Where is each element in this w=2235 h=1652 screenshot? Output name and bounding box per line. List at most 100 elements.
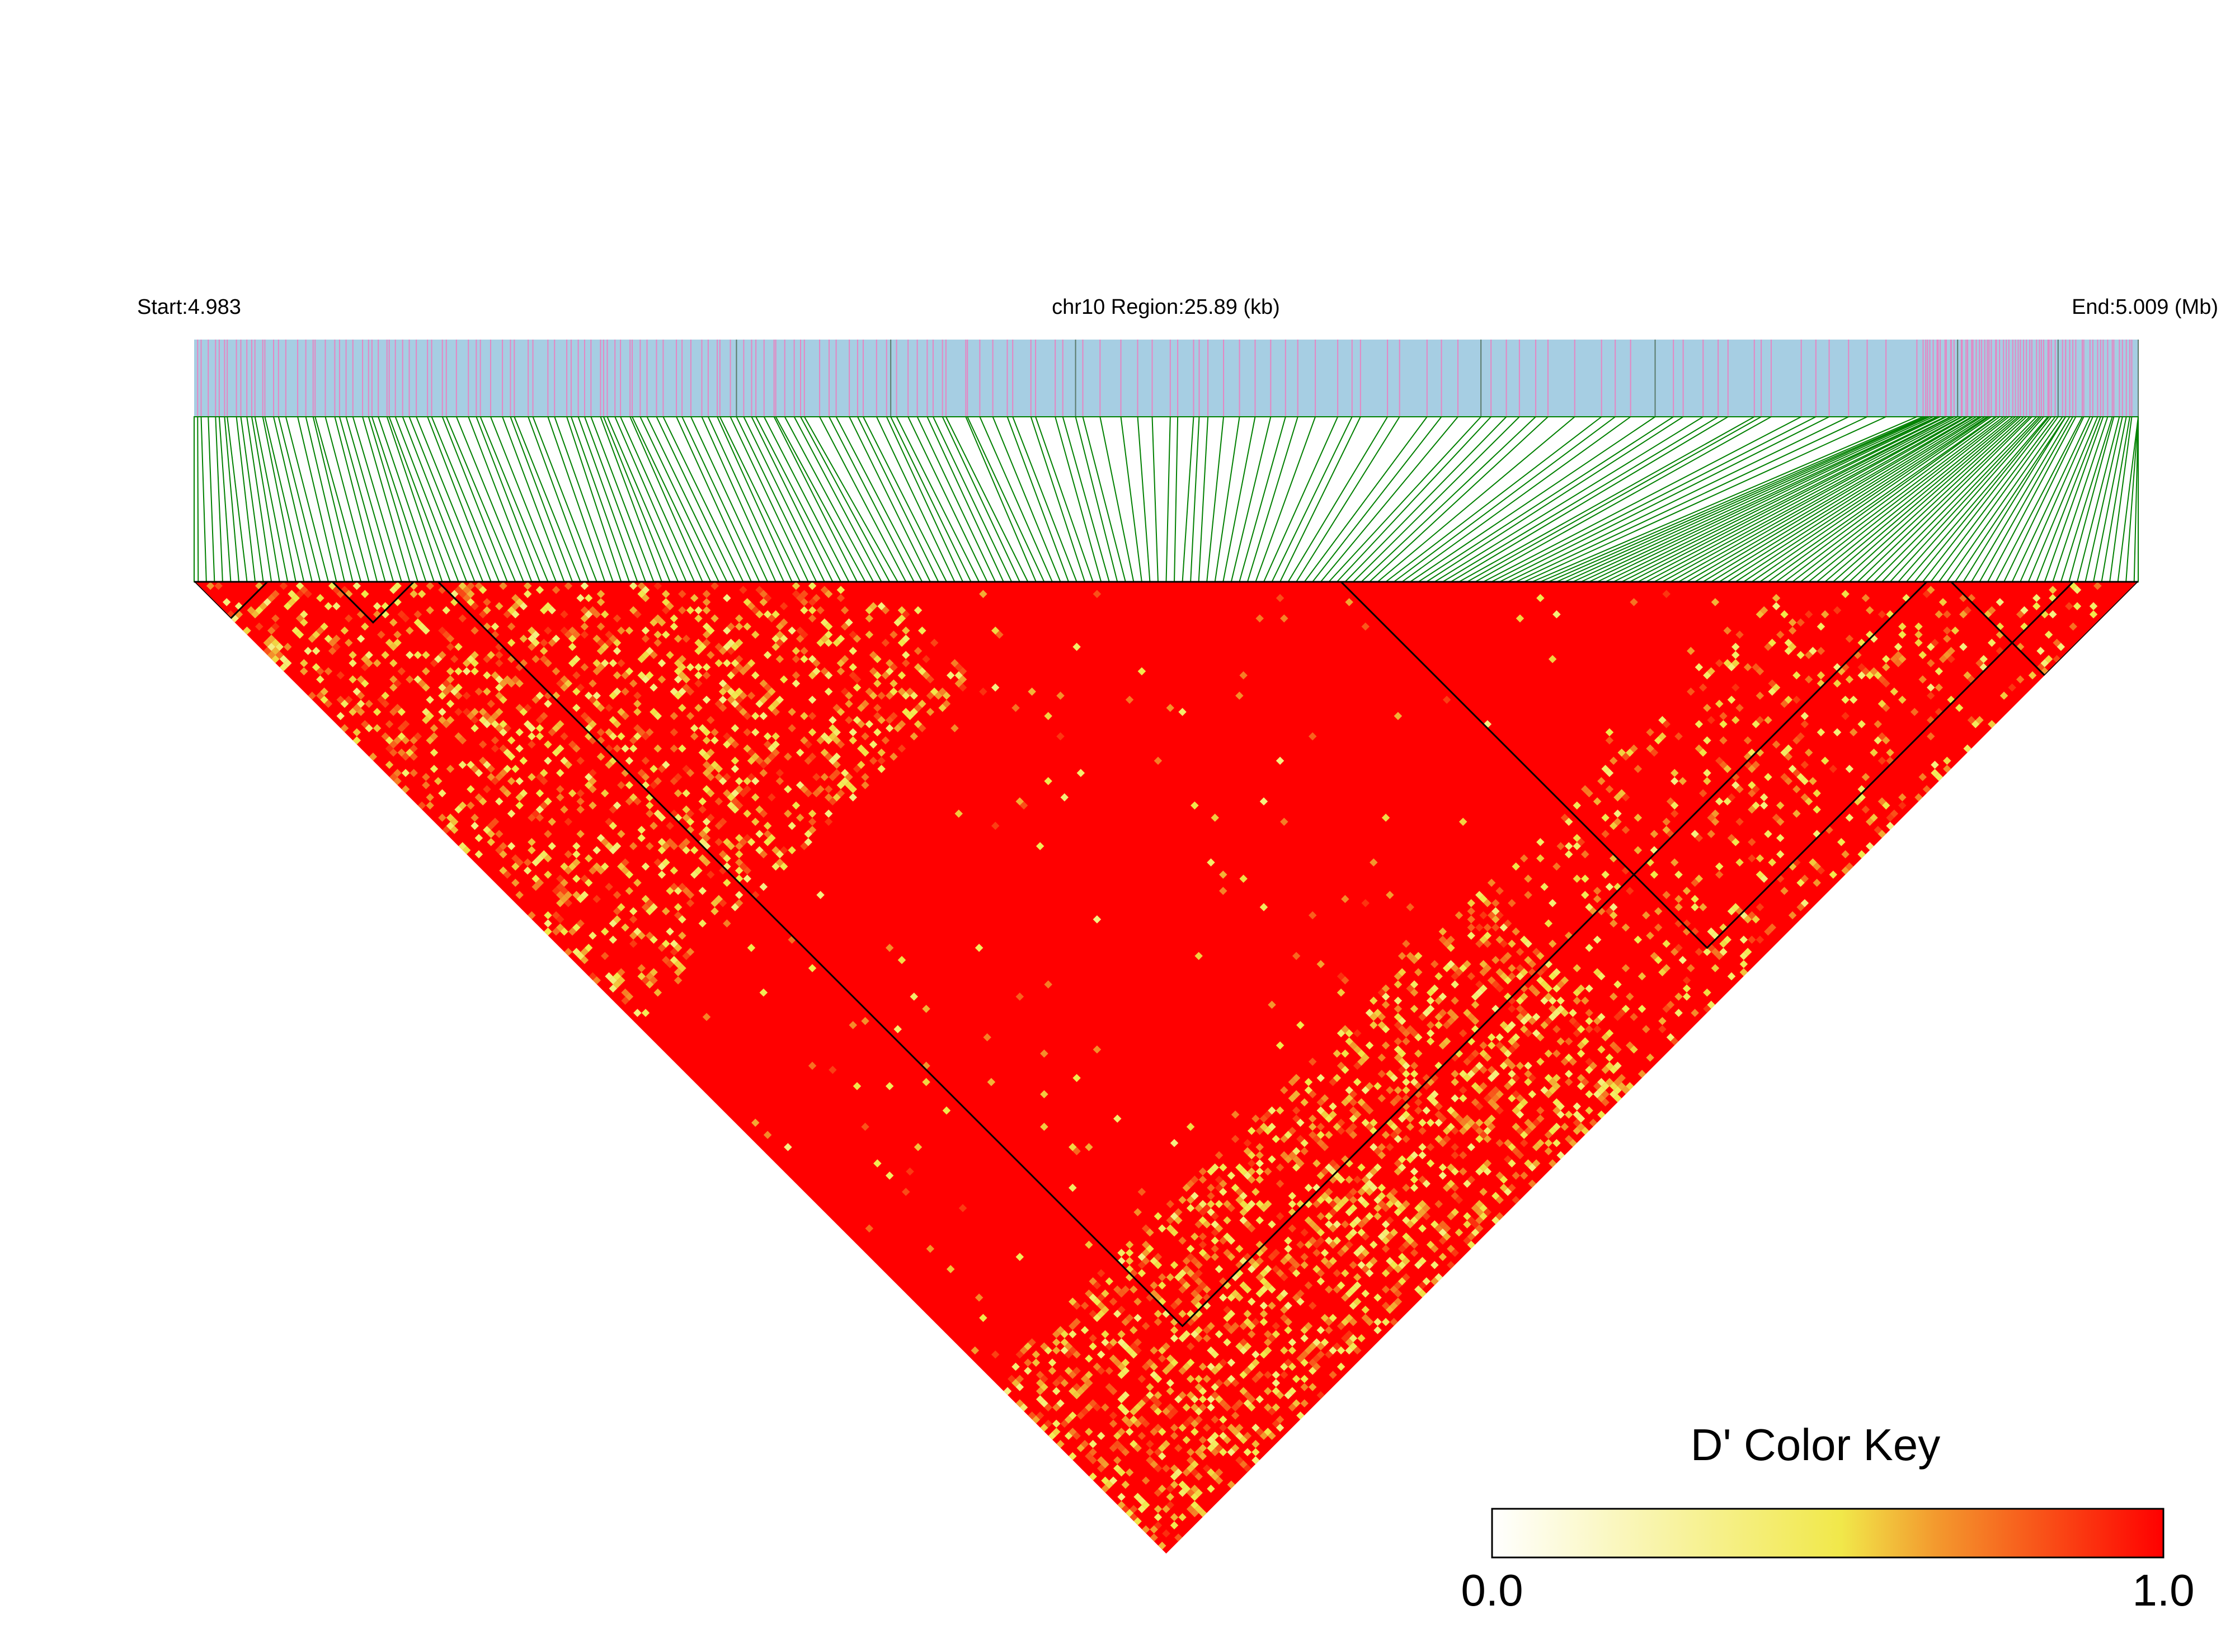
ld-cell xyxy=(869,667,878,676)
ld-cell xyxy=(1703,1005,1711,1013)
ld-cell xyxy=(1483,931,1492,940)
ld-cell xyxy=(1125,1265,1134,1273)
ld-cell xyxy=(410,582,418,590)
ld-cell xyxy=(779,846,788,855)
ld-cell xyxy=(1434,1135,1443,1143)
ld-cell xyxy=(1028,688,1036,696)
ld-cell xyxy=(1731,659,1740,667)
ld-cell xyxy=(751,728,760,737)
ld-cell xyxy=(1711,598,1720,606)
ld-cell xyxy=(1320,1094,1329,1103)
ld-cell xyxy=(312,663,321,671)
ld-cell xyxy=(617,659,625,667)
ld-cell xyxy=(1556,1037,1565,1046)
ld-cell xyxy=(1292,1375,1301,1383)
ld-cell xyxy=(1426,996,1435,1005)
ld-cell xyxy=(1671,809,1679,818)
ld-cell xyxy=(1410,1077,1419,1086)
snp-connector-line xyxy=(1483,416,1802,582)
ld-cell xyxy=(1841,695,1850,704)
ld-cell xyxy=(1467,931,1475,940)
ld-cell xyxy=(1361,1102,1370,1111)
ld-cell xyxy=(584,716,593,724)
ld-cell xyxy=(1377,1151,1386,1160)
ld-cell xyxy=(1064,1415,1073,1424)
ld-cell xyxy=(1410,980,1419,989)
ld-cell xyxy=(515,704,524,712)
ld-cell xyxy=(670,712,679,721)
ld-cell xyxy=(1345,1289,1353,1298)
ld-cell xyxy=(483,720,491,728)
snp-connector-line xyxy=(1987,416,2077,582)
ld-cell xyxy=(1947,655,1955,663)
ld-cell xyxy=(1060,1338,1069,1347)
ld-cell xyxy=(845,781,853,789)
ld-cell xyxy=(1333,1196,1342,1204)
ld-cell xyxy=(816,891,825,900)
ld-cell xyxy=(2073,602,2082,610)
ld-cell xyxy=(792,647,801,655)
ld-cell xyxy=(788,627,796,635)
ld-cell xyxy=(1882,663,1890,671)
ld-cell xyxy=(1548,996,1557,1005)
snp-connector-line xyxy=(1328,416,1481,582)
ld-cell xyxy=(613,891,622,900)
ld-cell xyxy=(1593,887,1602,895)
ld-cell xyxy=(670,939,679,948)
ld-cell xyxy=(763,651,772,660)
ld-cell xyxy=(1508,1021,1516,1029)
ld-cell xyxy=(1394,1005,1403,1013)
ld-cell xyxy=(1447,960,1455,968)
ld-cell xyxy=(1796,618,1805,627)
ld-cell xyxy=(641,773,650,782)
ld-cell xyxy=(1739,935,1748,944)
ld-cell xyxy=(804,740,812,749)
snp-connector-line xyxy=(863,416,947,582)
ld-cell xyxy=(1593,968,1602,977)
ld-cell xyxy=(1731,716,1740,724)
ld-cell xyxy=(1715,862,1724,871)
snp-connector-line xyxy=(1394,416,1616,582)
ld-cell xyxy=(1776,834,1785,843)
ld-cell xyxy=(349,675,357,684)
ld-cell xyxy=(1447,1212,1455,1221)
ld-cell xyxy=(2089,610,2098,619)
ld-cell xyxy=(528,724,536,732)
ld-cell xyxy=(617,781,625,789)
ld-cell xyxy=(1857,638,1866,647)
ld-cell xyxy=(1255,1151,1264,1160)
ld-cell xyxy=(646,809,654,818)
ld-cell xyxy=(1109,1444,1118,1452)
snp-connector-line xyxy=(1369,416,1549,582)
ld-cell xyxy=(499,785,507,793)
ld-cell xyxy=(698,887,707,895)
ld-cell xyxy=(1715,699,1724,708)
ld-cell xyxy=(1471,1220,1480,1229)
ld-cell xyxy=(1438,1139,1447,1147)
ld-cell xyxy=(621,671,629,680)
ld-cell xyxy=(1085,1452,1093,1461)
ld-cell xyxy=(1268,1220,1276,1229)
snp-connector-line xyxy=(743,416,825,582)
ld-cell xyxy=(808,655,817,663)
ld-cell xyxy=(397,610,406,619)
ld-cell xyxy=(1158,1224,1166,1233)
ld-cell xyxy=(1674,732,1683,741)
ld-cell xyxy=(1207,1403,1215,1412)
ld-cell xyxy=(1996,647,2005,655)
ld-cell xyxy=(1438,1163,1447,1172)
ld-cell xyxy=(438,789,446,798)
ld-cell xyxy=(1695,744,1704,753)
snp-connector-line xyxy=(829,416,915,582)
ld-cell xyxy=(1735,704,1744,712)
ld-cell xyxy=(1170,1521,1179,1529)
ld-cell xyxy=(641,781,650,789)
ld-cell xyxy=(1516,1005,1524,1013)
ld-cell xyxy=(1467,1143,1475,1151)
ld-cell xyxy=(397,732,406,741)
ld-cell xyxy=(1198,1216,1207,1225)
ld-cell xyxy=(1186,1464,1195,1473)
ld-cell xyxy=(694,614,703,623)
ld-cell xyxy=(406,749,414,757)
ld-cell xyxy=(1280,1346,1288,1355)
